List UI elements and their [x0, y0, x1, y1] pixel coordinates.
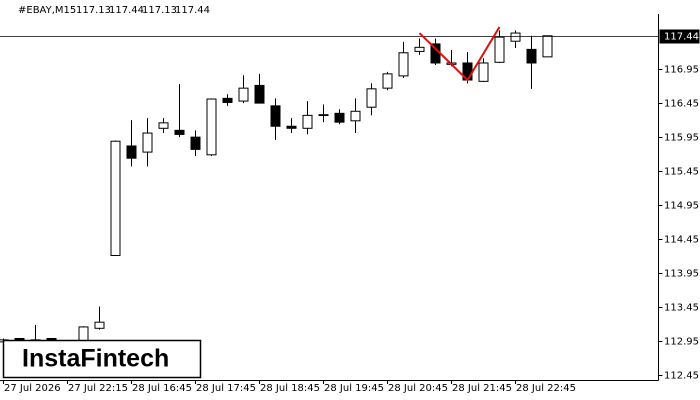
y-tick-label: 112.45: [664, 371, 699, 382]
candle-body: [174, 129, 185, 135]
x-tick-label: 28 Jul 19:45: [324, 383, 384, 394]
y-tick-label: 113.45: [664, 303, 699, 314]
header: #EBAY,M15 117.13 117.44 117.13 117.44: [18, 5, 210, 16]
candle-body: [302, 114, 313, 129]
y-tick-label: 115.45: [664, 167, 699, 178]
candle-body: [142, 132, 153, 153]
y-tick-label: 114.45: [664, 235, 699, 246]
candle-body: [78, 326, 89, 342]
x-tick-label: 27 Jul 2026: [4, 383, 61, 394]
x-tick-label: 28 Jul 20:45: [388, 383, 448, 394]
y-tick-label: 114.95: [664, 201, 699, 212]
candle-body: [526, 48, 537, 64]
candle-body: [254, 84, 265, 104]
candle-body: [190, 136, 201, 150]
candle-body: [542, 35, 553, 58]
x-tick-label: 28 Jul 22:45: [516, 383, 576, 394]
x-tick-label: 28 Jul 16:45: [132, 383, 192, 394]
candle-body: [510, 32, 521, 42]
candle-body: [206, 98, 217, 156]
watermark-box: [2, 339, 202, 379]
price-label-box: [659, 29, 700, 44]
y-tick-label: 113.95: [664, 269, 699, 280]
candle-body: [286, 125, 297, 129]
x-tick-label: 27 Jul 22:15: [68, 383, 128, 394]
candle-body: [350, 110, 361, 122]
candle-body: [494, 36, 505, 63]
candle-body: [222, 97, 233, 103]
x-tick-label: 28 Jul 21:45: [452, 383, 512, 394]
pattern-line: [418, 26, 501, 82]
candle-body: [126, 145, 137, 159]
candle-body: [94, 321, 105, 329]
header-open: 117.13: [76, 5, 111, 16]
price-label: 117.44: [664, 32, 699, 43]
candle-body: [318, 114, 329, 116]
x-tick-label: 28 Jul 18:45: [260, 383, 320, 394]
candle-body: [270, 105, 281, 127]
candle-body: [398, 52, 409, 77]
candle-body: [110, 140, 121, 257]
header-low: 117.13: [142, 5, 177, 16]
candle-body: [382, 73, 393, 89]
candle-body: [334, 112, 345, 123]
y-tick-label: 115.95: [664, 133, 699, 144]
candle-body: [414, 46, 425, 52]
candle-body: [478, 62, 489, 82]
y-tick-label: 112.95: [664, 337, 699, 348]
candle-body: [158, 122, 169, 129]
candle-body: [238, 87, 249, 102]
header-close: 117.44: [175, 5, 210, 16]
symbol: #EBAY,M15: [18, 5, 76, 16]
x-tick-label: 28 Jul 17:45: [196, 383, 256, 394]
watermark: InstaFintech: [22, 345, 169, 373]
header-high: 117.44: [109, 5, 144, 16]
candle-body: [366, 88, 377, 108]
y-tick-label: 116.45: [664, 99, 699, 110]
y-tick-label: 116.95: [664, 65, 699, 76]
